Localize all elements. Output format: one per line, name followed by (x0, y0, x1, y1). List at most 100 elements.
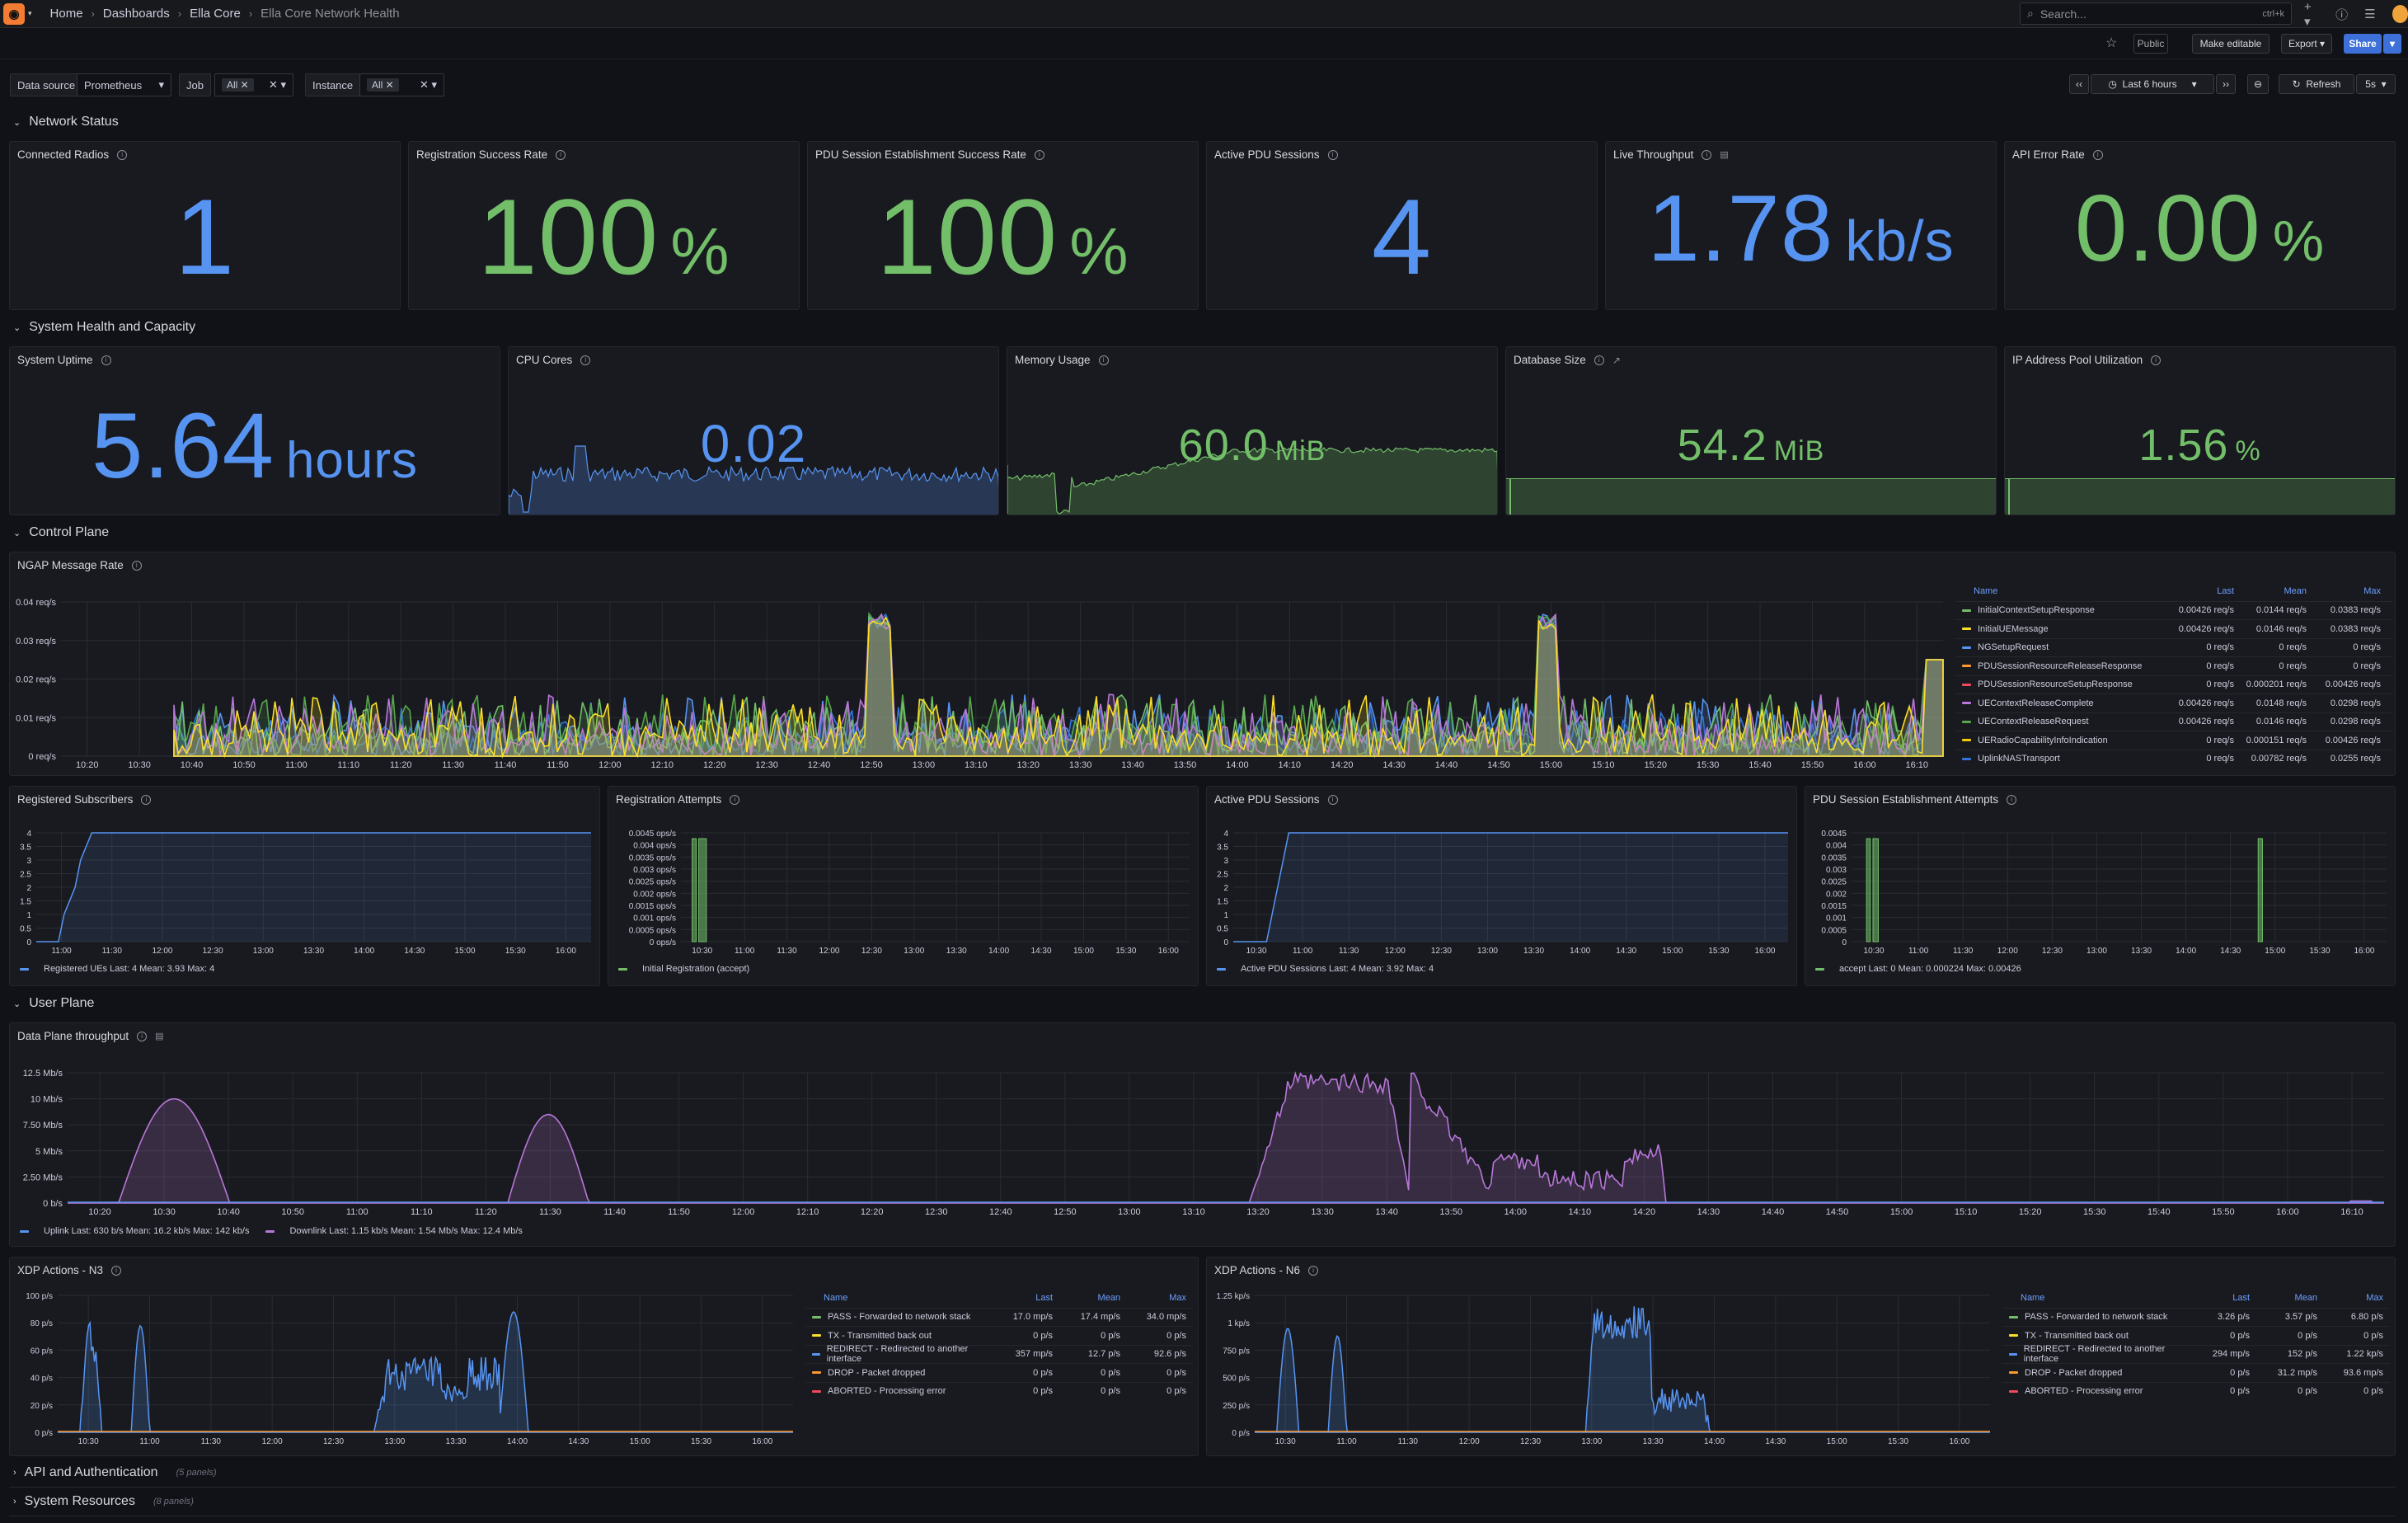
legend-row[interactable]: DROP - Packet dropped 0 p/s 31.2 mp/s 93.6 … (2002, 1363, 2390, 1382)
legend-header-cell[interactable]: Last (2232, 1293, 2250, 1304)
info-icon[interactable]: i (131, 560, 142, 571)
info-icon[interactable]: i (141, 794, 152, 805)
chart-legend[interactable]: Registered UEs Last: 4 Mean: 3.93 Max: 4 (20, 964, 214, 974)
legend-header-cell[interactable]: Name (1974, 586, 1998, 597)
legend-row[interactable]: ABORTED - Processing error 0 p/s 0 p/s 0 p/… (805, 1381, 1193, 1401)
info-icon[interactable]: i (580, 355, 591, 365)
legend-header-cell[interactable]: Max (1169, 1293, 1186, 1304)
legend-row[interactable]: ABORTED - Processing error 0 p/s 0 p/s 0 p/… (2002, 1381, 2390, 1401)
legend-row[interactable]: PDUSessionResourceReleaseResponse 0 req/s… (1955, 656, 2392, 675)
time-forward-icon[interactable]: ›› (2216, 74, 2236, 94)
info-icon[interactable]: i (1327, 794, 1338, 805)
chart-legend[interactable]: Active PDU Sessions Last: 4 Mean: 3.92 M… (1217, 964, 1434, 974)
clear-icon[interactable]: ✕ ▾ (268, 78, 286, 91)
legend-header-cell[interactable]: Last (2217, 586, 2234, 597)
instance-select[interactable]: All ✕ ✕ ▾ (359, 73, 444, 96)
datalink-icon[interactable]: ▤ (1720, 150, 1729, 160)
info-icon[interactable]: i (730, 794, 740, 805)
info-icon[interactable]: i (111, 1265, 122, 1276)
grafana-logo-icon[interactable]: ◉ (3, 2, 25, 25)
avatar[interactable] (2392, 5, 2408, 23)
info-icon[interactable]: i (1308, 1265, 1319, 1276)
help-icon[interactable]: ⓘ (2335, 7, 2349, 22)
chevron-down-icon[interactable]: ▾ (28, 9, 32, 17)
refresh-button[interactable]: ↻ Refresh (2279, 74, 2354, 94)
info-icon[interactable]: i (101, 355, 111, 365)
legend-header-cell[interactable]: Name (2021, 1293, 2045, 1304)
row-control-plane[interactable]: ⌄ Control Plane (13, 525, 109, 540)
datasource-select[interactable]: Prometheus ▾ (77, 73, 171, 96)
legend-row[interactable]: PASS - Forwarded to network stack 3.26 p/… (2002, 1307, 2390, 1327)
legend-row[interactable]: UERadioCapabilityInfoIndication 0 req/s 0.… (1955, 731, 2392, 750)
star-icon[interactable]: ☆ (2105, 36, 2118, 50)
row-system-resources[interactable]: › System Resources (8 panels) (13, 1494, 194, 1509)
info-icon[interactable]: i (1327, 149, 1338, 160)
registration-attempts-chart[interactable]: 0.0045 ops/s 0.004 ops/s 0.0035 ops/s 0.003… (608, 787, 1199, 970)
active-pdu-sessions-chart[interactable]: 4 3.5 3 2.5 2 1.5 1 0.5 0 10:30 11:00 11:30 12:00 12:… (1207, 787, 1797, 970)
export-button[interactable]: Export ▾ (2281, 34, 2332, 54)
pdu-session-attempts-chart[interactable]: 0.0045 0.004 0.0035 0.003 0.0025 0.002 0.0015 0… (1805, 787, 2396, 970)
legend-row[interactable]: InitialContextSetupResponse 0.00426 req/s… (1955, 600, 2392, 620)
legend-row[interactable]: REDIRECT - Redirected to another interfa… (2002, 1344, 2390, 1364)
legend-row[interactable]: DROP - Packet dropped 0 p/s 0 p/s 0 p/s (805, 1363, 1193, 1382)
legend-row[interactable]: TX - Transmitted back out 0 p/s 0 p/s 0 p/s (805, 1326, 1193, 1345)
legend-row[interactable]: UEContextReleaseRequest 0.00426 req/s 0.01… (1955, 712, 2392, 731)
legend-row[interactable]: TX - Transmitted back out 0 p/s 0 p/s 0 p/s (2002, 1326, 2390, 1345)
search-input[interactable]: ⌕ Search... ctrl+k (2020, 2, 2292, 25)
row-system-health[interactable]: ⌄ System Health and Capacity (13, 320, 195, 335)
legend-header-cell[interactable]: Mean (2284, 586, 2307, 597)
datalink-icon[interactable]: ▤ (155, 1032, 164, 1041)
legend-header-cell[interactable]: Mean (1097, 1293, 1120, 1304)
breadcrumb-home[interactable]: Home (49, 7, 83, 21)
legend-row[interactable]: NGSetupRequest 0 req/s 0 req/s 0 req/s (1955, 637, 2392, 657)
clear-icon[interactable]: ✕ ▾ (419, 78, 437, 91)
info-icon[interactable]: i (1034, 149, 1044, 160)
info-icon[interactable]: i (2151, 355, 2162, 365)
legend-row[interactable]: UplinkNASTransport 0 req/s 0.00782 req/s 0.… (1955, 749, 2392, 769)
legend-row[interactable]: PDUSessionResourceSetupResponse 0 req/s 0.… (1955, 675, 2392, 694)
legend-header-cell[interactable]: Last (1035, 1293, 1053, 1304)
make-editable-button[interactable]: Make editable (2192, 34, 2270, 54)
share-button[interactable]: Share (2344, 34, 2382, 54)
legend-header-cell[interactable]: Max (2363, 586, 2381, 597)
legend-header-cell[interactable]: Name (824, 1293, 848, 1304)
info-icon[interactable]: i (2092, 149, 2103, 160)
ngap-chart[interactable]: 0.04 req/s 0.03 req/s 0.02 req/s 0.01 req/s… (10, 552, 1955, 776)
y-tick-label: 2.50 Mb/s (23, 1173, 63, 1182)
xdp-n6-chart[interactable]: 1.25 kp/s 1 kp/s 750 p/s 500 p/s 250 p/s 0 p/… (1207, 1257, 2002, 1456)
legend-header-cell[interactable]: Max (2366, 1293, 2383, 1304)
time-range-picker[interactable]: ◷ Last 6 hours ▾ (2091, 74, 2214, 94)
legend-row[interactable]: REDIRECT - Redirected to another interfa… (805, 1344, 1193, 1364)
info-icon[interactable]: i (1098, 355, 1109, 365)
chart-legend[interactable]: accept Last: 0 Mean: 0.000224 Max: 0.004… (1815, 964, 2021, 974)
share-menu-chevron-icon[interactable]: ▾ (2383, 34, 2401, 54)
info-icon[interactable]: i (137, 1031, 148, 1041)
registered-subscribers-chart[interactable]: 4 3.5 3 2.5 2 1.5 1 0.5 0 11:00 11:30 12:00 12:30 13:… (10, 787, 600, 970)
job-select[interactable]: All ✕ ✕ ▾ (214, 73, 293, 96)
info-icon[interactable]: i (117, 149, 128, 160)
data-plane-throughput-chart[interactable]: 12.5 Mb/s 10 Mb/s 7.50 Mb/s 5 Mb/s 2.50 Mb/s… (10, 1023, 2396, 1229)
legend-row[interactable]: UEContextReleaseComplete 0.00426 req/s 0.0… (1955, 693, 2392, 712)
legend-row[interactable]: InitialUEMessage 0.00426 req/s 0.0146 req/… (1955, 619, 2392, 638)
info-icon[interactable]: i (1594, 355, 1604, 365)
row-network-status[interactable]: ⌄ Network Status (13, 115, 119, 129)
breadcrumb-ella-core[interactable]: Ella Core (190, 7, 241, 21)
info-icon[interactable]: i (2007, 794, 2017, 805)
news-icon[interactable]: ☰ (2364, 7, 2376, 21)
row-api-auth[interactable]: › API and Authentication (5 panels) (13, 1465, 217, 1480)
info-icon[interactable]: i (1702, 149, 1712, 160)
xdp-n3-chart[interactable]: 100 p/s 80 p/s 60 p/s 40 p/s 20 p/s 0 p/s 10:3… (10, 1257, 805, 1456)
x-tick-label: 13:00 (1477, 947, 1498, 956)
time-back-icon[interactable]: ‹‹ (2069, 74, 2089, 94)
refresh-interval-select[interactable]: 5s ▾ (2356, 74, 2396, 94)
chart-legend[interactable]: Uplink Last: 630 b/s Mean: 16.2 kb/s Max… (20, 1226, 523, 1236)
external-link-icon[interactable]: ↗ (1612, 354, 1621, 366)
info-icon[interactable]: i (556, 149, 566, 160)
zoom-out-icon[interactable]: ⊖ (2247, 74, 2269, 94)
row-user-plane[interactable]: ⌄ User Plane (13, 996, 94, 1011)
chart-legend[interactable]: Initial Registration (accept) (618, 964, 749, 974)
legend-row[interactable]: PASS - Forwarded to network stack 17.0 mp… (805, 1307, 1193, 1327)
legend-header-cell[interactable]: Mean (2294, 1293, 2317, 1304)
breadcrumb-dashboards[interactable]: Dashboards (102, 7, 170, 21)
add-icon[interactable]: + ▾ (2304, 0, 2312, 29)
